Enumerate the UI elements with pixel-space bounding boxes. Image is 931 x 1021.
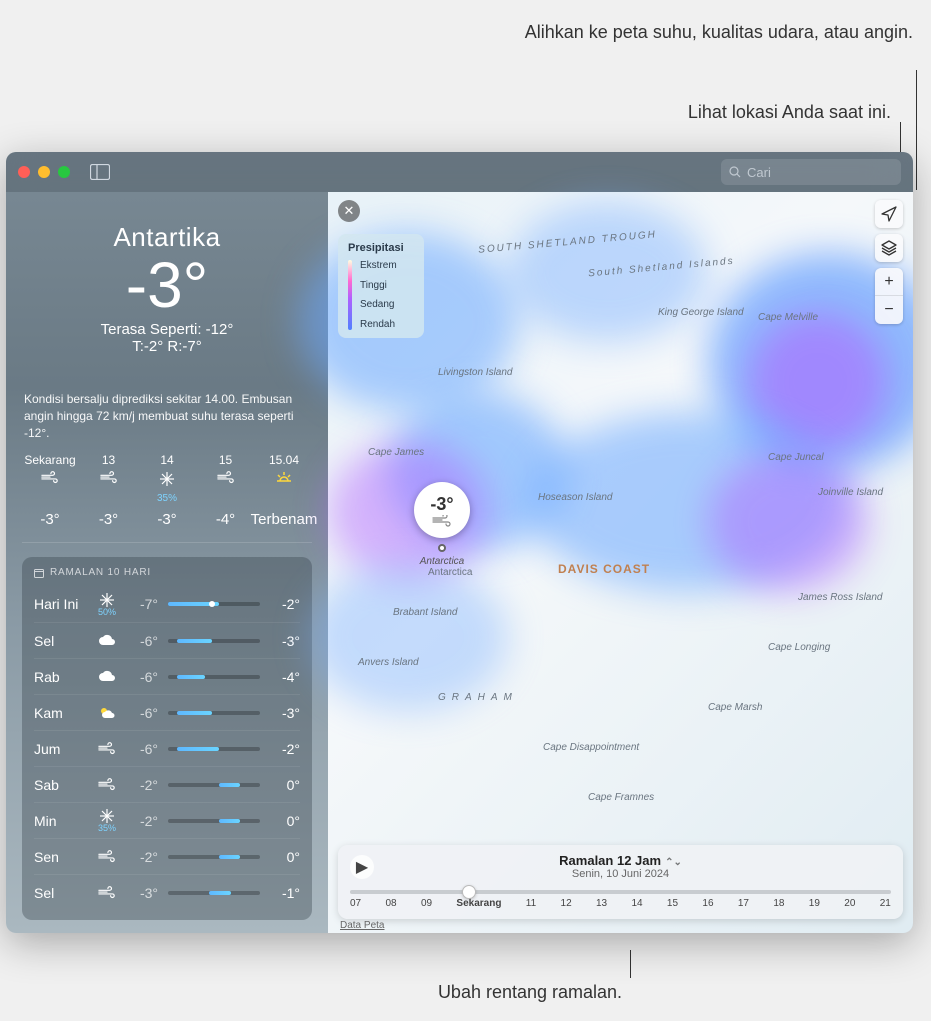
hour-column: 13-3° <box>81 453 137 528</box>
map-place-label: Cape Melville <box>758 312 818 323</box>
map-place-label: Cape Longing <box>768 642 830 653</box>
forecast-day-row[interactable]: Hari Ini 50% -7° -2° <box>34 586 300 622</box>
temp-range-bar <box>168 891 260 895</box>
search-placeholder: Cari <box>747 165 771 180</box>
partly-icon <box>97 705 117 721</box>
wind-icon <box>98 850 116 864</box>
map-layers-button[interactable] <box>875 234 903 262</box>
current-temperature: -3° <box>22 253 312 317</box>
search-icon <box>729 166 741 178</box>
forecast-day-row[interactable]: Min 35% -2° 0° <box>34 802 300 838</box>
forecast-day-row[interactable]: Sel -3° -1° <box>34 874 300 910</box>
snow-icon <box>99 808 115 824</box>
map-place-label: James Ross Island <box>798 592 882 603</box>
titlebar: Cari <box>6 152 913 192</box>
close-map-button[interactable]: ✕ <box>338 200 360 222</box>
high-low-label: T:-2° R:-7° <box>22 338 312 355</box>
sunset-icon <box>274 471 294 489</box>
forecast-range-selector[interactable]: Ramalan 12 Jam⌃⌄ Senin, 10 Juni 2024 <box>386 853 855 880</box>
map-place-label: Antarctica <box>428 567 472 578</box>
hour-column: 15-4° <box>198 453 254 528</box>
wind-icon <box>432 515 452 527</box>
wind-icon <box>217 471 235 489</box>
temp-range-bar <box>168 855 260 859</box>
cloud-icon <box>97 634 117 648</box>
wind-icon <box>100 471 118 489</box>
forecast-day-row[interactable]: Sel -6° -3° <box>34 622 300 658</box>
window-minimize-button[interactable] <box>38 166 50 178</box>
weather-app-window: Cari Antartika -3° Terasa Seperti: -12° … <box>6 152 913 933</box>
zoom-out-button[interactable]: − <box>875 296 903 324</box>
map-place-label: Cape Juncal <box>768 452 824 463</box>
precipitation-legend: Presipitasi EkstremTinggiSedangRendah <box>338 234 424 338</box>
wind-icon <box>98 886 116 900</box>
hour-column: 1435%-3° <box>139 453 195 528</box>
hour-column: Sekarang-3° <box>22 453 78 528</box>
wind-icon <box>98 742 116 756</box>
map-place-label: Anvers Island <box>358 657 419 668</box>
feels-like-label: Terasa Seperti: -12° <box>22 321 312 338</box>
map-place-label: GRAHAM <box>438 692 518 703</box>
temp-range-bar <box>168 783 260 787</box>
zoom-in-button[interactable]: + <box>875 268 903 296</box>
temp-range-bar <box>168 819 260 823</box>
search-input[interactable]: Cari <box>721 159 901 185</box>
temp-range-bar <box>168 711 260 715</box>
traffic-lights <box>18 166 70 178</box>
precipitation-map[interactable]: SOUTH SHETLAND TROUGHSouth Shetland Isla… <box>328 192 913 933</box>
chevron-updown-icon: ⌃⌄ <box>665 857 682 868</box>
map-place-label: Cape James <box>368 447 424 458</box>
forecast-day-row[interactable]: Rab -6° -4° <box>34 658 300 694</box>
timeline-thumb[interactable] <box>462 885 476 899</box>
map-place-label: Cape Marsh <box>708 702 762 713</box>
annotation-location: Lihat lokasi Anda saat ini. <box>491 100 891 125</box>
window-close-button[interactable] <box>18 166 30 178</box>
current-location-button[interactable] <box>875 200 903 228</box>
legend-gradient <box>348 260 352 330</box>
ten-day-panel: RAMALAN 10 HARI Hari Ini 50% -7° -2° Sel… <box>22 557 312 920</box>
map-place-label: Cape Framnes <box>588 792 654 803</box>
weather-sidebar: Antartika -3° Terasa Seperti: -12° T:-2°… <box>6 192 328 933</box>
temp-range-bar <box>168 602 260 606</box>
annotation-range: Ubah rentang ramalan. <box>380 980 680 1005</box>
wind-icon <box>41 471 59 489</box>
calendar-icon <box>34 568 44 578</box>
hour-column: 15.04Terbenam <box>256 453 312 528</box>
map-place-label: Livingston Island <box>438 367 513 378</box>
forecast-day-row[interactable]: Jum -6° -2° <box>34 730 300 766</box>
timeline-play-button[interactable]: ▶ <box>350 855 374 879</box>
forecast-timeline: ▶ Ramalan 12 Jam⌃⌄ Senin, 10 Juni 2024 0… <box>338 845 903 919</box>
window-maximize-button[interactable] <box>58 166 70 178</box>
cloud-icon <box>97 670 117 684</box>
location-header: Antartika -3° Terasa Seperti: -12° T:-2°… <box>22 222 312 355</box>
timeline-slider[interactable] <box>350 890 891 894</box>
forecast-day-row[interactable]: Kam -6° -3° <box>34 694 300 730</box>
wind-icon <box>98 778 116 792</box>
forecast-day-row[interactable]: Sab -2° 0° <box>34 766 300 802</box>
map-place-label: King George Island <box>658 307 744 318</box>
hourly-forecast[interactable]: Sekarang-3°13-3°1435%-3°15-4°15.04Terben… <box>22 453 312 543</box>
map-place-label: Cape Disappointment <box>543 742 639 753</box>
temp-range-bar <box>168 675 260 679</box>
conditions-summary: Kondisi bersalju diprediksi sekitar 14.0… <box>22 391 312 441</box>
location-pin[interactable]: -3° Antarctica <box>414 482 470 567</box>
map-place-label: Joinville Island <box>818 487 883 498</box>
sidebar-toggle-button[interactable] <box>90 164 110 180</box>
map-place-label: Hoseason Island <box>538 492 613 503</box>
map-data-link[interactable]: Data Peta <box>340 920 384 931</box>
forecast-day-row[interactable]: Sen -2° 0° <box>34 838 300 874</box>
temp-range-bar <box>168 639 260 643</box>
snow-icon <box>159 471 175 489</box>
snow-icon <box>99 592 115 608</box>
map-place-label: Brabant Island <box>393 607 458 618</box>
map-panel: SOUTH SHETLAND TROUGHSouth Shetland Isla… <box>328 192 913 933</box>
map-controls: + − <box>875 200 903 324</box>
temp-range-bar <box>168 747 260 751</box>
annotation-layers: Alihkan ke peta suhu, kualitas udara, at… <box>493 20 913 45</box>
map-place-label: DAVIS COAST <box>558 562 650 576</box>
ten-day-header: RAMALAN 10 HARI <box>34 567 300 578</box>
